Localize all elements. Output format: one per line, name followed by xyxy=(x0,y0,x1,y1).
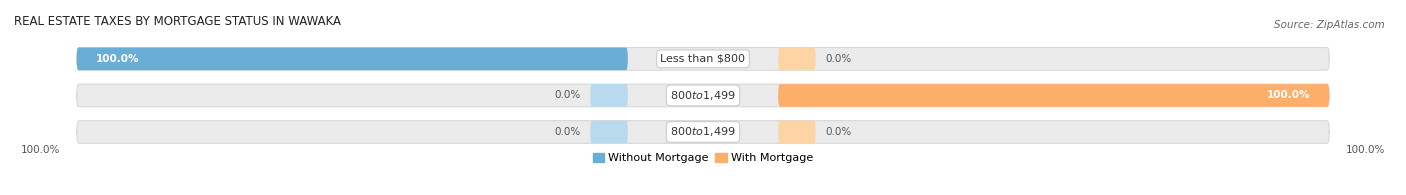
Legend: Without Mortgage, With Mortgage: Without Mortgage, With Mortgage xyxy=(588,148,818,168)
FancyBboxPatch shape xyxy=(778,121,815,143)
FancyBboxPatch shape xyxy=(77,121,1329,143)
Text: $800 to $1,499: $800 to $1,499 xyxy=(671,126,735,138)
Text: REAL ESTATE TAXES BY MORTGAGE STATUS IN WAWAKA: REAL ESTATE TAXES BY MORTGAGE STATUS IN … xyxy=(14,15,342,28)
FancyBboxPatch shape xyxy=(77,48,628,70)
Text: 0.0%: 0.0% xyxy=(825,54,852,64)
FancyBboxPatch shape xyxy=(778,84,1329,107)
FancyBboxPatch shape xyxy=(77,48,1329,70)
Text: 100.0%: 100.0% xyxy=(96,54,139,64)
FancyBboxPatch shape xyxy=(77,84,1329,107)
Text: 0.0%: 0.0% xyxy=(825,127,852,137)
Text: 100.0%: 100.0% xyxy=(1347,145,1386,155)
FancyBboxPatch shape xyxy=(591,121,628,143)
Text: Source: ZipAtlas.com: Source: ZipAtlas.com xyxy=(1274,20,1385,29)
Text: Less than $800: Less than $800 xyxy=(661,54,745,64)
Text: 100.0%: 100.0% xyxy=(20,145,59,155)
FancyBboxPatch shape xyxy=(591,84,628,107)
Text: 0.0%: 0.0% xyxy=(554,127,581,137)
Text: $800 to $1,499: $800 to $1,499 xyxy=(671,89,735,102)
Text: 100.0%: 100.0% xyxy=(1267,90,1310,100)
Text: 0.0%: 0.0% xyxy=(554,90,581,100)
FancyBboxPatch shape xyxy=(778,48,815,70)
